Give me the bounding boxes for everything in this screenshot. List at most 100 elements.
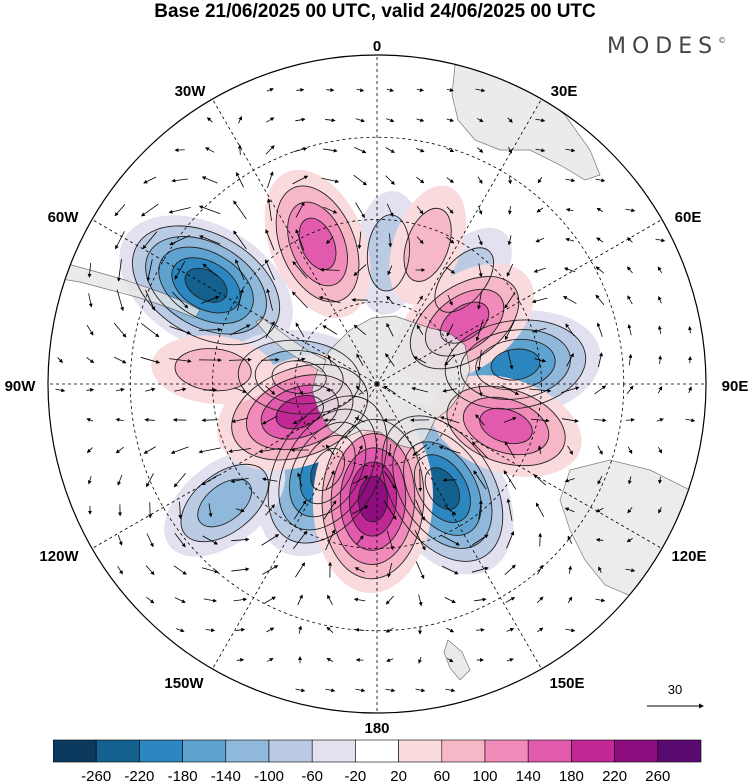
wind-arrow <box>504 291 516 309</box>
wind-arrow <box>446 88 454 92</box>
wind-arrow <box>656 418 664 422</box>
wind-arrow <box>144 417 155 422</box>
wind-arrow <box>471 566 489 573</box>
wind-arrow <box>113 356 127 364</box>
colorbar-tick-5: -60 <box>301 768 323 783</box>
wind-arrow <box>474 597 487 602</box>
wind-arrow <box>386 88 394 92</box>
wind-arrow <box>531 418 550 423</box>
meridian-line <box>376 219 663 385</box>
wind-arrow <box>174 387 187 392</box>
wind-arrow <box>116 259 122 282</box>
wind-arrow <box>198 205 221 215</box>
wind-arrow <box>145 387 156 392</box>
contour-13-1 <box>403 207 452 282</box>
wind-arrow <box>297 594 303 606</box>
wind-arrow <box>504 441 516 459</box>
contour-7-1 <box>180 463 269 543</box>
meridian-line <box>212 383 378 670</box>
contour-3-1 <box>381 415 504 562</box>
wind-arrow <box>87 476 92 485</box>
colorbar-swatch-10 <box>484 739 529 763</box>
wind-arrow <box>236 171 244 188</box>
wind-arrow <box>416 324 424 335</box>
wind-arrow <box>353 324 367 336</box>
wind-arrow <box>561 418 579 423</box>
wind-arrow <box>385 147 396 153</box>
lon-label-30e: 30E <box>551 83 578 100</box>
wind-arrow <box>595 178 606 183</box>
wind-arrow <box>143 446 156 454</box>
wind-arrow <box>595 598 606 603</box>
contour-4-3 <box>475 338 556 391</box>
wind-arrow <box>236 657 245 662</box>
wind-arrow <box>446 206 454 214</box>
lon-label-120e: 120E <box>671 548 706 565</box>
colorbar-tick-6: -20 <box>345 768 367 783</box>
wind-arrow <box>477 235 483 246</box>
wind-arrow <box>266 288 274 311</box>
wind-arrow <box>506 263 514 277</box>
wind-arrow <box>228 448 251 454</box>
wind-arrow <box>386 530 394 551</box>
wind-arrow <box>140 356 161 364</box>
meridian-line <box>376 383 542 670</box>
wind-arrow <box>506 531 515 549</box>
wind-arrow <box>562 296 577 304</box>
wind-arrow <box>567 445 573 455</box>
wind-arrow <box>295 201 305 218</box>
wind-arrow <box>657 325 662 334</box>
colorbar-tick-2: -180 <box>168 768 198 783</box>
wind-arrow <box>198 447 221 454</box>
wind-arrow <box>357 445 363 455</box>
new-zealand <box>443 639 471 681</box>
wind-arrow <box>355 118 365 123</box>
wind-arrow <box>146 596 155 604</box>
wind-arrow <box>385 688 396 693</box>
wind-arrow <box>237 288 244 311</box>
wind-arrow <box>627 506 633 514</box>
wind-arrow <box>596 237 604 243</box>
wind-arrow <box>564 507 575 513</box>
wind-arrow <box>353 597 366 602</box>
wind-arrow <box>322 325 338 335</box>
wind-arrow <box>117 534 123 546</box>
wind-arrow <box>146 533 154 548</box>
wind-arrow <box>537 627 544 633</box>
anomaly-4-level-4 <box>491 349 540 381</box>
colorbar-swatch-1 <box>95 739 140 763</box>
contour-9-4 <box>275 395 324 430</box>
wind-arrow <box>475 319 484 342</box>
wind-arrow <box>173 565 187 575</box>
wind-arrow <box>446 148 455 153</box>
wind-arrow <box>295 688 306 693</box>
wind-arrow <box>115 417 124 422</box>
wind-arrow <box>266 658 274 662</box>
wind-arrow <box>201 474 219 486</box>
wind-arrow <box>57 357 64 363</box>
wind-arrow <box>145 289 155 311</box>
polar-map: 0 30E 60E 90E 120E 150E 180 150W 120W 90… <box>5 38 749 735</box>
wind-arrow <box>535 502 545 518</box>
contour-3-5 <box>424 467 461 510</box>
wind-arrow <box>295 562 306 578</box>
wind-arrow <box>626 537 633 543</box>
graticule <box>48 55 706 713</box>
meridian-line <box>376 383 663 549</box>
contour-14-1 <box>174 348 252 392</box>
wind-arrow <box>627 446 633 455</box>
wind-arrow <box>351 505 369 515</box>
wind-arrow <box>657 386 663 394</box>
colorbar-tick-12: 220 <box>602 768 627 783</box>
wind-arrow <box>230 324 251 336</box>
contour-3-2 <box>392 428 493 549</box>
wind-arrow <box>387 444 392 457</box>
lon-label-180: 180 <box>364 720 389 735</box>
contour-11-2 <box>424 288 505 357</box>
wind-arrow <box>506 627 515 632</box>
wind-arrow <box>295 228 305 251</box>
wind-arrow <box>475 88 486 93</box>
wind-arrow <box>327 594 333 605</box>
colorbar-tick-0: -260 <box>81 768 111 783</box>
wind-arrow <box>627 324 632 336</box>
